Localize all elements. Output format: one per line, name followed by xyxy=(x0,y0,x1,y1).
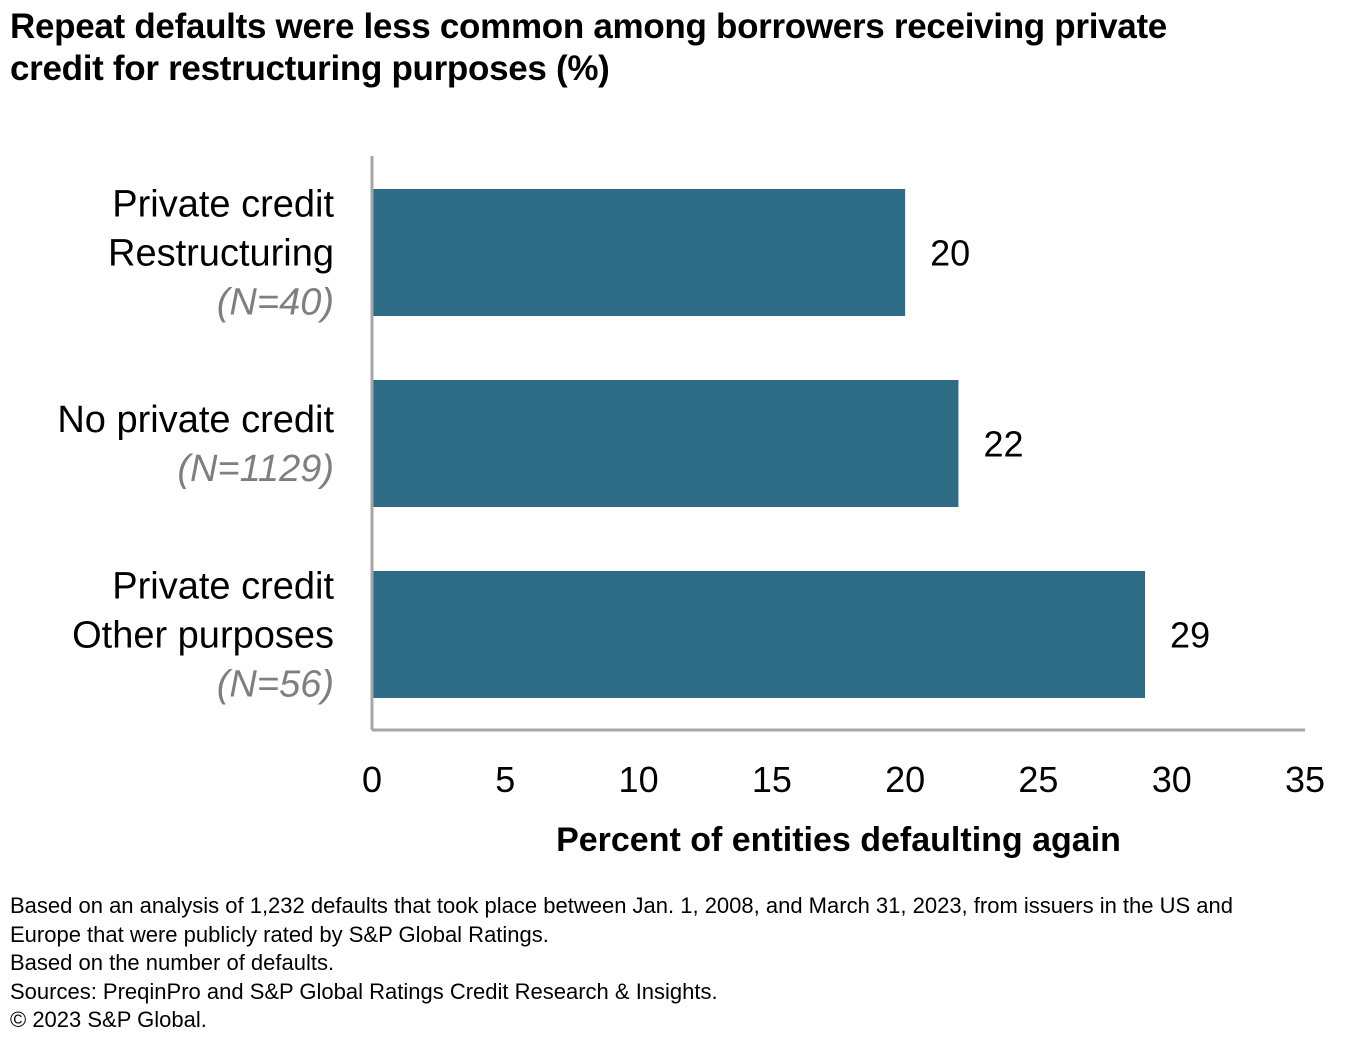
value-label-1: 20 xyxy=(930,233,970,274)
chart-title: Repeat defaults were less common among b… xyxy=(10,6,1346,90)
x-tick-label-5: 5 xyxy=(495,759,515,800)
x-tick-label-20: 20 xyxy=(885,759,925,800)
category-label-1-line-2: Restructuring xyxy=(108,233,334,275)
footnote-5: © 2023 S&P Global. xyxy=(10,1007,207,1032)
x-tick-label-35: 35 xyxy=(1285,759,1325,800)
bar-chart: 20 22 29 Private credit Restructuring (N=40)… xyxy=(57,156,1325,859)
value-label-2: 22 xyxy=(983,424,1023,465)
footnote-1: Based on an analysis of 1,232 defaults t… xyxy=(10,893,1233,918)
x-axis-title: Percent of entities defaulting again xyxy=(556,821,1121,859)
chart-title-line-2: credit for restructuring purposes (%) xyxy=(10,49,610,88)
x-tick-label-0: 0 xyxy=(362,759,382,800)
value-labels-group: 20 22 29 xyxy=(930,233,1210,656)
footnotes: Based on an analysis of 1,232 defaults t… xyxy=(10,892,1340,1035)
category-labels-group: Private credit Restructuring (N=40) No priv… xyxy=(57,184,334,706)
x-tick-label-25: 25 xyxy=(1018,759,1058,800)
x-tick-label-10: 10 xyxy=(619,759,659,800)
category-label-1-line-1: Private credit xyxy=(112,184,334,226)
footnote-2: Europe that were publicly rated by S&P G… xyxy=(10,921,549,947)
bar-2 xyxy=(373,380,959,507)
category-n-label-2: (N=1129) xyxy=(177,448,334,490)
bar-1 xyxy=(373,189,906,316)
category-label-3-line-1: Private credit xyxy=(112,566,334,608)
category-n-label-3: (N=56) xyxy=(217,664,334,706)
category-label-3-line-2: Other purposes xyxy=(72,615,334,657)
category-n-label-1: (N=40) xyxy=(217,282,334,324)
footnote-3: Based on the number of defaults. xyxy=(10,950,335,975)
x-tick-labels-group: 0 5 10 15 20 25 30 35 xyxy=(362,759,1325,800)
chart-title-line-1: Repeat defaults were less common among b… xyxy=(10,7,1167,46)
category-label-2-line-1: No private credit xyxy=(57,399,334,441)
footnote-4: Sources: PreqinPro and S&P Global Rating… xyxy=(10,978,718,1004)
bar-3 xyxy=(373,571,1146,698)
value-label-3: 29 xyxy=(1170,615,1210,656)
x-tick-label-15: 15 xyxy=(752,759,792,800)
bars-group xyxy=(373,189,1146,698)
x-tick-label-30: 30 xyxy=(1152,759,1192,800)
